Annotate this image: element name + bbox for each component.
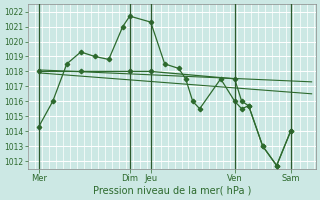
X-axis label: Pression niveau de la mer( hPa ): Pression niveau de la mer( hPa ) xyxy=(92,186,251,196)
